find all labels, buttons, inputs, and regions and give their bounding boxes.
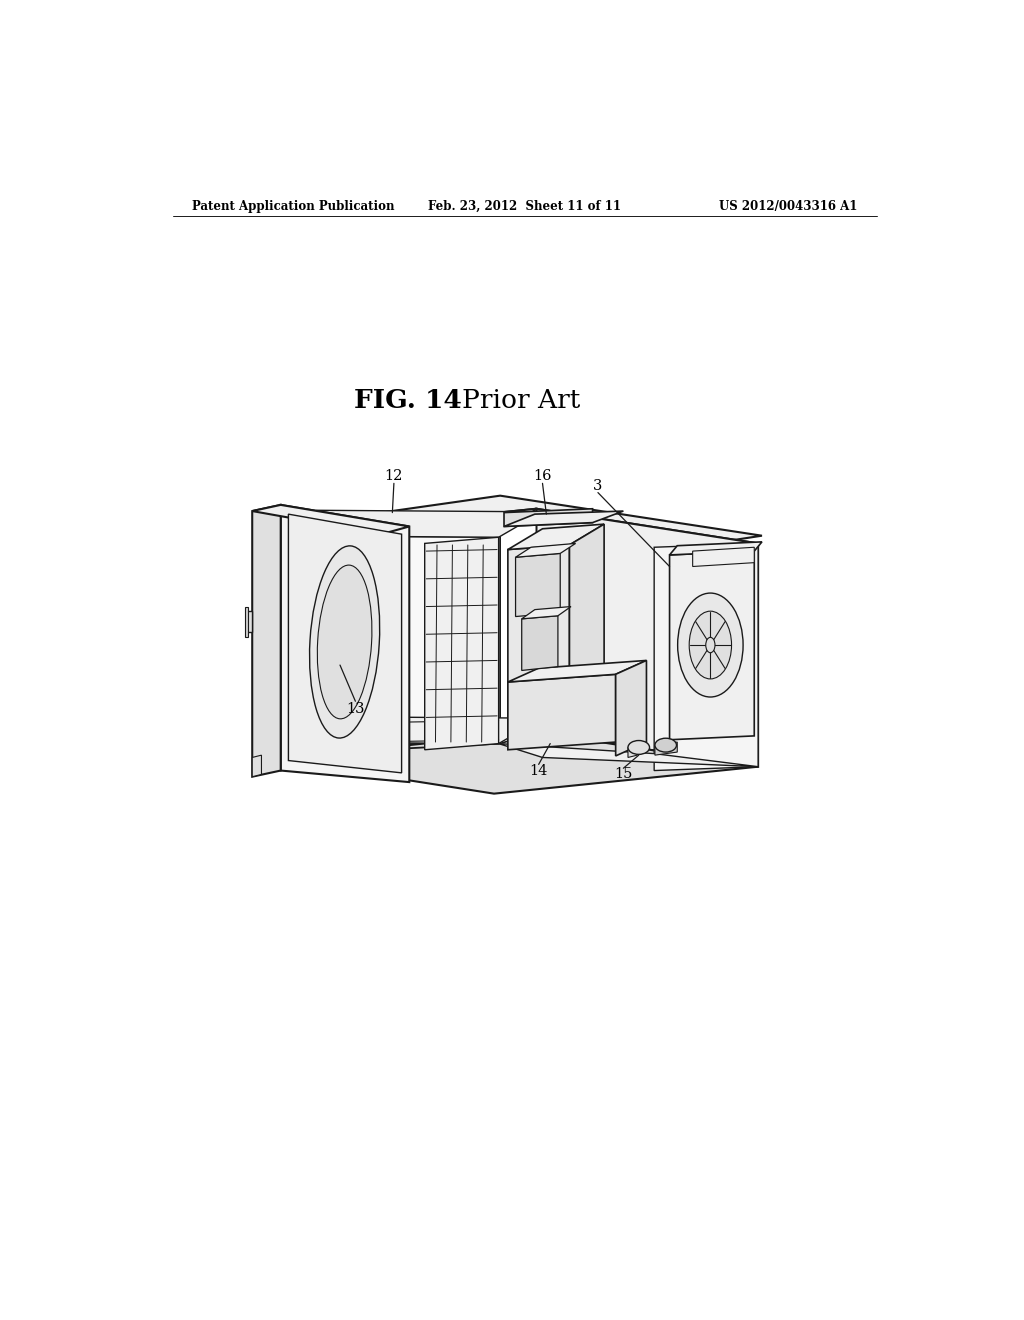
Text: US 2012/0043316 A1: US 2012/0043316 A1 xyxy=(719,199,857,213)
Polygon shape xyxy=(628,744,637,758)
Ellipse shape xyxy=(317,565,372,719)
Polygon shape xyxy=(281,506,410,781)
Polygon shape xyxy=(273,717,543,743)
Polygon shape xyxy=(508,660,646,682)
Ellipse shape xyxy=(689,611,731,678)
Ellipse shape xyxy=(655,738,677,752)
Polygon shape xyxy=(273,536,499,743)
Polygon shape xyxy=(273,733,758,793)
Polygon shape xyxy=(508,524,604,549)
Polygon shape xyxy=(655,742,677,755)
Text: Feb. 23, 2012  Sheet 11 of 11: Feb. 23, 2012 Sheet 11 of 11 xyxy=(428,199,622,213)
Polygon shape xyxy=(508,675,615,750)
Polygon shape xyxy=(670,552,755,739)
Text: 15: 15 xyxy=(614,767,633,781)
Text: 12: 12 xyxy=(385,470,403,483)
Polygon shape xyxy=(499,743,758,767)
Ellipse shape xyxy=(628,741,649,755)
Polygon shape xyxy=(245,607,248,638)
Polygon shape xyxy=(515,544,575,557)
Polygon shape xyxy=(273,508,758,572)
Text: 3: 3 xyxy=(593,479,603,492)
Text: Prior Art: Prior Art xyxy=(462,388,580,413)
Polygon shape xyxy=(500,508,537,743)
Polygon shape xyxy=(615,660,646,756)
Polygon shape xyxy=(521,615,558,671)
Text: Patent Application Publication: Patent Application Publication xyxy=(193,199,394,213)
Polygon shape xyxy=(252,506,281,776)
Polygon shape xyxy=(246,611,252,632)
Polygon shape xyxy=(425,537,499,750)
Ellipse shape xyxy=(706,638,715,653)
Polygon shape xyxy=(692,548,755,566)
Text: 13: 13 xyxy=(346,702,365,715)
Polygon shape xyxy=(252,506,410,535)
Polygon shape xyxy=(504,508,593,527)
Polygon shape xyxy=(508,545,569,741)
Text: 16: 16 xyxy=(534,470,552,483)
Polygon shape xyxy=(670,543,762,554)
Text: FIG. 14: FIG. 14 xyxy=(354,388,462,413)
Polygon shape xyxy=(273,511,543,537)
Text: 14: 14 xyxy=(529,763,548,777)
Polygon shape xyxy=(521,607,571,619)
Polygon shape xyxy=(569,524,604,737)
Polygon shape xyxy=(515,553,560,616)
Ellipse shape xyxy=(309,546,380,738)
Polygon shape xyxy=(252,755,261,776)
Polygon shape xyxy=(504,511,624,527)
Polygon shape xyxy=(273,508,537,759)
Polygon shape xyxy=(537,508,758,767)
Polygon shape xyxy=(289,515,401,774)
Ellipse shape xyxy=(678,593,743,697)
Polygon shape xyxy=(654,544,758,771)
Polygon shape xyxy=(273,496,762,570)
